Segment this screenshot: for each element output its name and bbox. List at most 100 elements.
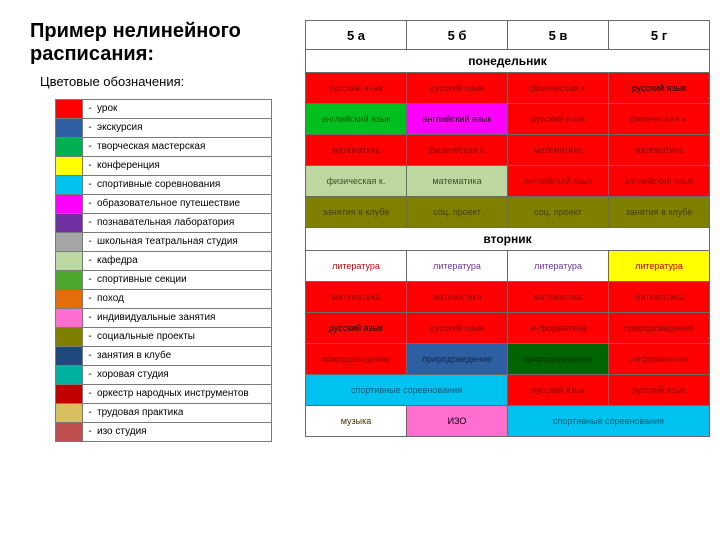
legend-row: -индивидуальные занятия	[56, 309, 271, 328]
legend-label: социальные проекты	[97, 328, 195, 346]
legend-row: -изо студия	[56, 423, 271, 441]
legend-label: урок	[97, 100, 117, 118]
schedule-cell: спортивные соревнования	[306, 375, 508, 406]
legend-dash: -	[83, 214, 97, 232]
legend-swatch	[56, 271, 83, 289]
cell-text: математика	[331, 292, 380, 302]
schedule-cell: русский язык	[407, 73, 508, 104]
legend-label: спортивные соревнования	[97, 176, 220, 194]
schedule-cell: литература	[306, 251, 407, 282]
cell-text: русский язык	[430, 323, 484, 333]
schedule-cell: занятия в клубе	[609, 197, 710, 228]
legend-subtitle: Цветовые обозначения:	[40, 74, 295, 89]
legend-label: изо студия	[97, 423, 147, 441]
cell-text: соц. проект	[534, 207, 582, 217]
legend-row: -школьная театральная студия	[56, 233, 271, 252]
legend-swatch	[56, 233, 83, 251]
legend-dash: -	[83, 119, 97, 137]
legend-dash: -	[83, 290, 97, 308]
legend-label: образовательное путешествие	[97, 195, 240, 213]
schedule-cell: русский язык	[306, 73, 407, 104]
schedule-panel: 5 а5 б5 в5 гпонедельникрусский языкрусск…	[305, 20, 710, 442]
schedule-row: литературалитературалитературалитература	[306, 251, 710, 282]
schedule-cell: русский язык	[508, 375, 609, 406]
schedule-cell: математика	[508, 135, 609, 166]
schedule-cell: природоведение	[306, 344, 407, 375]
schedule-cell: русский язык	[508, 104, 609, 135]
legend-dash: -	[83, 385, 97, 403]
schedule-cell: литература	[508, 251, 609, 282]
cell-text: физическая к.	[327, 176, 386, 186]
schedule-row: английский языканглийский языкрусский яз…	[306, 104, 710, 135]
cell-text: ИЗО	[448, 416, 467, 426]
schedule-row: музыка ИЗО спортивные соревнования	[306, 406, 710, 437]
schedule-cell: математика	[407, 166, 508, 197]
cell-text: литература	[534, 261, 582, 271]
schedule-cell: математика	[306, 282, 407, 313]
cell-text: спортивные соревнования	[351, 385, 462, 395]
legend-row: -творческая мастерская	[56, 138, 271, 157]
color-legend: -урок-экскурсия-творческая мастерская-ко…	[55, 99, 272, 442]
schedule-cell: физическая к.	[508, 73, 609, 104]
legend-row: -кафедра	[56, 252, 271, 271]
schedule-cell: природоведение	[609, 313, 710, 344]
cell-text: спортивные соревнования	[553, 416, 664, 426]
cell-text: информатика	[530, 323, 587, 333]
legend-dash: -	[83, 176, 97, 194]
legend-dash: -	[83, 252, 97, 270]
schedule-table: 5 а5 б5 в5 гпонедельникрусский языкрусск…	[305, 20, 710, 437]
schedule-cell: литература	[407, 251, 508, 282]
cell-text: русский язык	[329, 323, 383, 333]
cell-text: природоведение	[321, 354, 391, 364]
cell-text: математика	[634, 292, 683, 302]
cell-text: математика	[331, 145, 380, 155]
legend-label: конференция	[97, 157, 160, 175]
legend-row: -урок	[56, 100, 271, 119]
legend-dash: -	[83, 100, 97, 118]
schedule-cell: физическая к.	[306, 166, 407, 197]
legend-row: -конференция	[56, 157, 271, 176]
cell-text: занятия в клубе	[626, 207, 693, 217]
schedule-cell: английский язык	[508, 166, 609, 197]
cell-text: музыка	[341, 416, 372, 426]
schedule-row: спортивные соревнования русский язык русск…	[306, 375, 710, 406]
day-name: понедельник	[306, 50, 710, 73]
cell-text: физическая к.	[428, 145, 487, 155]
legend-swatch	[56, 385, 83, 403]
cell-text: русский язык	[531, 385, 585, 395]
title-line-1: Пример нелинейного	[30, 20, 241, 42]
cell-text: математика	[432, 176, 481, 186]
subtitle-text: Цветовые обозначения:	[40, 74, 184, 89]
legend-dash: -	[83, 157, 97, 175]
legend-swatch	[56, 328, 83, 346]
schedule-row: русский язык русский язык информатика приро…	[306, 313, 710, 344]
cell-text: русский язык	[632, 83, 686, 93]
cell-text: математика	[533, 145, 582, 155]
legend-swatch	[56, 347, 83, 365]
legend-row: -познавательная лаборатория	[56, 214, 271, 233]
schedule-cell: соц. проект	[407, 197, 508, 228]
legend-row: -социальные проекты	[56, 328, 271, 347]
schedule-cell: информатика	[609, 344, 710, 375]
schedule-row: русский язык русский язык физическая к. рус…	[306, 73, 710, 104]
legend-swatch	[56, 100, 83, 118]
cell-text: русский язык	[632, 385, 686, 395]
day-row: вторник	[306, 228, 710, 251]
left-panel: Пример нелинейного расписания: Цветовые …	[30, 20, 295, 442]
legend-row: -поход	[56, 290, 271, 309]
legend-dash: -	[83, 309, 97, 327]
cell-text: литература	[332, 261, 380, 271]
legend-swatch	[56, 309, 83, 327]
legend-swatch	[56, 423, 83, 441]
legend-swatch	[56, 119, 83, 137]
legend-label: экскурсия	[97, 119, 143, 137]
legend-swatch	[56, 157, 83, 175]
legend-label: творческая мастерская	[97, 138, 205, 156]
cell-text: русский язык	[430, 83, 484, 93]
legend-dash: -	[83, 138, 97, 156]
legend-row: -спортивные соревнования	[56, 176, 271, 195]
schedule-cell: математика	[407, 282, 508, 313]
schedule-cell: ИЗО	[407, 406, 508, 437]
schedule-cell: математика	[306, 135, 407, 166]
schedule-cell: занятия в клубе	[306, 197, 407, 228]
